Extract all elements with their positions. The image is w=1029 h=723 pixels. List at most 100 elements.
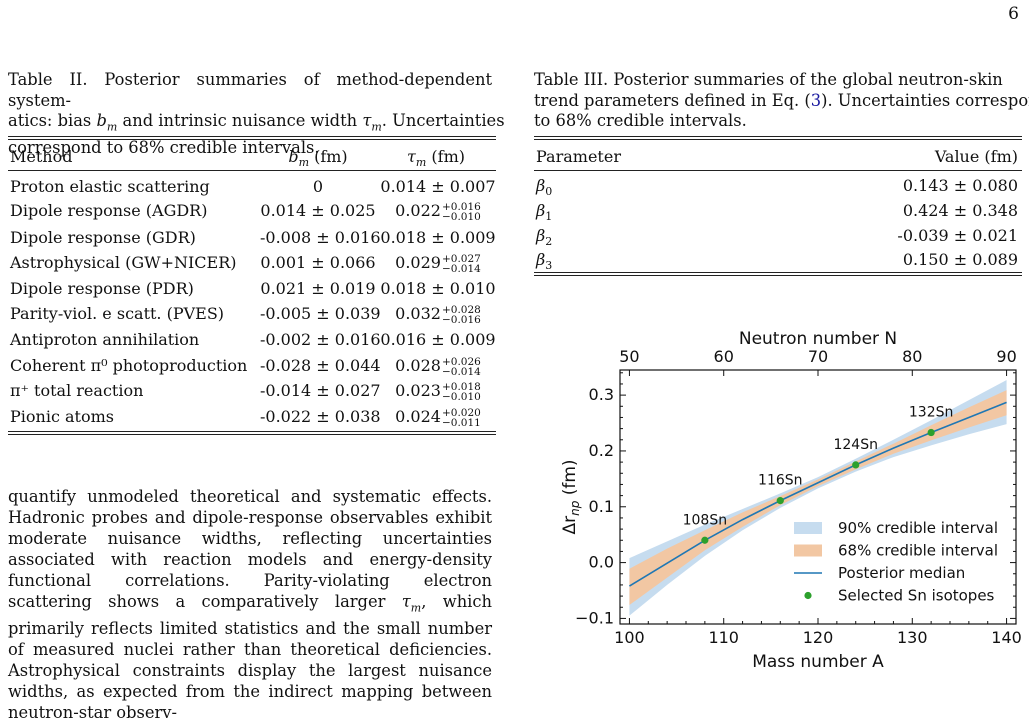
top-tick-label: 90: [996, 347, 1016, 366]
table2-header-width: τm (fm): [407, 147, 465, 170]
table2-caption-line1: Table II. Posterior summaries of method-…: [8, 70, 492, 110]
table2-width-cell: 0.024 +0.020 −0.011: [395, 406, 481, 429]
sn-isotope-point: [701, 536, 709, 544]
table3-header-rule: [534, 170, 1022, 171]
sn-isotope-point: [927, 428, 935, 437]
sn-isotope-point: [776, 497, 784, 505]
table2-header-bias: bm (fm): [288, 147, 348, 170]
sn-isotope-label: 132Sn: [909, 405, 953, 421]
table2-method-cell: Parity-viol. e scatt. (PVES): [10, 304, 225, 323]
table3-caption-line1: Table III. Posterior summaries of the gl…: [534, 70, 1003, 89]
x-axis-label: Mass number A: [752, 652, 884, 672]
x-tick-label: 110: [708, 628, 739, 647]
asym-error: +0.016 −0.010: [441, 200, 481, 223]
table3-caption-line3: to 68% credible intervals.: [534, 111, 747, 130]
table2-bias-cell: -0.022 ± 0.038: [260, 407, 381, 426]
table2-method-cell: Proton elastic scattering: [10, 177, 210, 196]
sn-isotope-label: 108Sn: [683, 512, 727, 528]
table2-method-cell: Astrophysical (GW+NICER): [10, 253, 237, 272]
asym-error: +0.026 −0.014: [441, 355, 481, 378]
table2-width-cell: 0.014 ± 0.007: [380, 177, 496, 196]
table2-width-cell: 0.032 +0.028 −0.016: [395, 303, 481, 326]
table3-bottom-rule: [534, 272, 1022, 276]
table3-caption-line2: trend parameters defined in Eq. (3). Unc…: [534, 90, 1029, 110]
table2-row: Antiproton annihilation -0.002 ± 0.016 0.0…: [8, 328, 496, 352]
legend-swatch: [804, 591, 812, 600]
table2-width-cell: 0.023 +0.018 −0.010: [395, 380, 481, 403]
table2-bias-cell: 0.001 ± 0.066: [260, 253, 376, 272]
table2-method-cell: Coherent π⁰ photoproduction: [10, 356, 248, 375]
table3-header-value: Value (fm): [934, 147, 1018, 166]
table2-method-cell: Antiproton annihilation: [10, 330, 200, 349]
table2-header: Method bm (fm) τm (fm): [8, 147, 496, 169]
body-paragraph: quantify unmodeled theoretical and syste…: [8, 487, 492, 723]
table3-row: β1 0.424 ± 0.348: [534, 200, 1022, 224]
x-tick-label: 100: [614, 628, 645, 647]
page-number: 6: [1008, 4, 1019, 24]
table3-value-cell: 0.143 ± 0.080: [902, 176, 1018, 195]
table2-caption: Table II. Posterior summaries of method-…: [8, 70, 505, 158]
table2-bias-cell: 0: [312, 177, 324, 196]
legend-label: Selected Sn isotopes: [838, 587, 995, 605]
table2-header-rule: [8, 170, 496, 171]
asym-error: +0.020 −0.011: [441, 406, 481, 429]
posterior-median-line: [629, 401, 1007, 587]
top-tick-label: 60: [714, 347, 734, 366]
credible-band-90: [629, 380, 1007, 616]
asym-error: +0.027 −0.014: [441, 252, 481, 275]
table3-param-cell: β2: [536, 225, 553, 248]
top-axis-label: Neutron number N: [739, 329, 897, 349]
table3-value-cell: 0.424 ± 0.348: [902, 200, 1018, 220]
table2-header-method: Method: [10, 147, 73, 166]
table2-bias-cell: -0.005 ± 0.039: [260, 304, 381, 323]
table2-bias-cell: 0.014 ± 0.025: [260, 201, 376, 220]
table2-bias-cell: -0.002 ± 0.016: [260, 330, 381, 349]
y-tick-label: 0.2: [589, 441, 614, 460]
table2-width-cell: 0.029 +0.027 −0.014: [395, 252, 481, 275]
x-tick-label: 140: [991, 628, 1022, 647]
sn-isotope-point: [852, 461, 860, 469]
table3-row: β3 0.150 ± 0.089: [534, 249, 1022, 273]
table2-bias-cell: -0.008 ± 0.016: [260, 228, 381, 247]
legend-swatch: [794, 522, 822, 534]
table3-caption: Table III. Posterior summaries of the gl…: [534, 70, 1029, 132]
table3-top-rule: [534, 136, 1022, 140]
credible-band-68: [629, 390, 1007, 606]
legend-label: 90% credible interval: [838, 519, 998, 537]
table2-bottom-rule: [8, 431, 496, 435]
table2-width-cell: 0.018 ± 0.009: [380, 228, 496, 247]
table3-param-cell: β1: [536, 200, 553, 223]
table2-width-cell: 0.022 +0.016 −0.010: [395, 200, 481, 223]
table3-header: Parameter Value (fm): [534, 147, 1022, 169]
table3-row: β0 0.143 ± 0.080: [534, 175, 1022, 199]
table3-row: β2 -0.039 ± 0.021: [534, 225, 1022, 249]
plot-frame: [619, 369, 1017, 625]
top-tick-label: 80: [902, 347, 922, 366]
table2-width-cell: 0.016 ± 0.009: [380, 330, 496, 349]
table2-bias-cell: -0.014 ± 0.027: [260, 381, 381, 400]
x-tick-label: 120: [803, 628, 834, 647]
table2-row: Astrophysical (GW+NICER) 0.001 ± 0.066 0.0…: [8, 251, 496, 275]
table2-bias-cell: 0.021 ± 0.019: [260, 279, 376, 298]
table3-value-cell: -0.039 ± 0.021: [897, 225, 1018, 245]
table3-header-parameter: Parameter: [536, 147, 621, 166]
table2-bias-cell: -0.028 ± 0.044: [260, 356, 381, 375]
table2-row: Pionic atoms -0.022 ± 0.038 0.024 +0.020 −0.…: [8, 405, 496, 429]
legend-swatch: [794, 544, 822, 557]
table3-param-cell: β0: [536, 176, 553, 199]
asym-error: +0.028 −0.016: [441, 303, 481, 326]
sn-isotope-label: 116Sn: [758, 473, 802, 489]
equation-ref-link[interactable]: 3: [810, 90, 822, 110]
table2-caption-line3: correspond to 68% credible intervals.: [8, 137, 320, 157]
table2-method-cell: Dipole response (GDR): [10, 228, 196, 247]
legend-label: Posterior median: [838, 564, 965, 582]
table3-value-cell: 0.150 ± 0.089: [902, 250, 1018, 270]
table3-param-cell: β3: [536, 250, 553, 273]
top-tick-label: 70: [808, 347, 828, 366]
table2-method-cell: Dipole response (PDR): [10, 279, 194, 298]
y-tick-label: −0.1: [575, 608, 614, 627]
x-tick-label: 130: [897, 628, 928, 647]
sn-isotope-label: 124Sn: [833, 437, 877, 453]
table2-method-cell: Dipole response (AGDR): [10, 201, 208, 220]
legend-label: 68% credible interval: [838, 542, 998, 560]
